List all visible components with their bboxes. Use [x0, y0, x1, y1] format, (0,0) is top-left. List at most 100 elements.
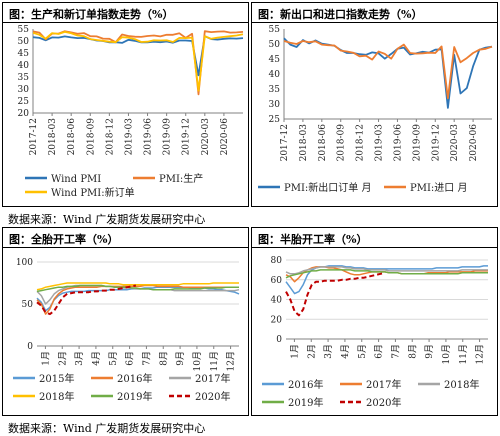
- series-line: [36, 282, 239, 291]
- series-line: [285, 269, 488, 279]
- series-line: [32, 30, 244, 92]
- semi-steel-tire-panel: 图：半胎开工率（%） 0 20 40 60 80 1月 2月 3月 4月 5月 6月 7月 8月 9月 10…: [251, 227, 498, 416]
- series-line: [285, 271, 386, 317]
- legend-label: 2018年: [39, 390, 74, 403]
- x-tick-label: 8月: [158, 351, 169, 366]
- y-tick-label: 35: [18, 73, 30, 83]
- x-tick-label: 2019-12: [431, 124, 441, 161]
- y-tick-label: 100: [16, 258, 33, 268]
- title-divider: [3, 22, 248, 23]
- x-tick-label: 1月: [289, 344, 300, 359]
- legend-label: PMI:生产: [159, 172, 203, 185]
- semi-steel-tire-chart: 0 20 40 60 80 1月 2月 3月 4月 5月 6月 7月 8月 9月 10月 11月 12月 2016…: [262, 256, 488, 409]
- chart-title: 图：半胎开工率（%）: [258, 233, 368, 246]
- x-tick-label: 1月: [40, 351, 51, 366]
- series-group: [285, 265, 488, 317]
- legend-label: PMI:进口 月: [410, 182, 467, 194]
- production-orders-chart: 20 25 30 35 40 45 50 55 2017-12 2018-03 2018-06 201…: [18, 25, 244, 199]
- x-tick-label: 12月: [226, 351, 237, 371]
- legend-label: PMI:新出口订单 月: [284, 181, 371, 194]
- x-tick-label: 2018-06: [67, 118, 77, 156]
- x-tick-label: 12月: [475, 344, 486, 364]
- series-group: [32, 30, 244, 96]
- chart-title: 图：生产和新订单指数走势（%）: [9, 8, 174, 21]
- x-tick-label: 2018-09: [86, 118, 96, 156]
- y-tick-label: 25: [269, 115, 281, 125]
- x-tick-label: 2019-03: [375, 124, 385, 162]
- x-tick-label: 2019-09: [412, 124, 422, 162]
- all-steel-tire-chart: 0 50 100 1月 2月 3月 4月 5月 6月 7月 8月 9月 10月 11月 12月 2015年 20…: [13, 258, 240, 403]
- y-tick-label: 60: [271, 276, 283, 286]
- x-tick-label: 7月: [390, 344, 401, 359]
- title-divider: [252, 22, 497, 23]
- source-note-top: 数据来源：Wind 广发期货发展研究中心: [8, 213, 206, 226]
- series-group: [283, 37, 493, 109]
- production-orders-panel: 图：生产和新订单指数走势（%） 20 25 30 35 40 45 50 55 2017-12 2…: [2, 2, 249, 207]
- legend-label: 2019年: [288, 396, 323, 409]
- export-import-panel: 图：新出口和进口指数走势（%） 25 30 35 40 45 50 55 2017-12 201…: [251, 2, 498, 207]
- all-steel-tire-panel: 图：全胎开工率（%） 0 50 100 1月 2月 3月 4月 5月 6月 7月 8月 9月 10月 11…: [2, 227, 249, 416]
- axes: 20 25 30 35 40 45 50 55 2017-12 2018-03 2018-06 201…: [18, 25, 243, 155]
- series-line: [32, 35, 244, 77]
- x-tick-label: 11月: [209, 351, 220, 371]
- x-tick-label: 9月: [175, 351, 186, 366]
- x-tick-label: 2018-09: [337, 124, 347, 162]
- series-line: [283, 37, 493, 109]
- y-tick-label: 40: [269, 70, 281, 80]
- y-tick-label: 25: [18, 97, 30, 107]
- x-tick-label: 2020-03: [450, 124, 460, 162]
- title-divider: [3, 247, 248, 248]
- x-tick-label: 6月: [374, 344, 385, 359]
- x-tick-label: 5月: [108, 351, 119, 366]
- y-tick-label: 30: [269, 100, 281, 110]
- legend-label: 2018年: [444, 378, 479, 391]
- x-tick-label: 10月: [192, 351, 203, 371]
- axes: 25 30 35 40 45 50 55 2017-12 2018-03 2018-06 2018-…: [269, 25, 492, 161]
- x-tick-label: 2018-03: [48, 118, 58, 156]
- legend-label: 2017年: [366, 378, 401, 391]
- x-tick-label: 2月: [57, 351, 68, 366]
- legend-label: Wind PMI:新订单: [51, 186, 135, 199]
- y-tick-label: 0: [27, 342, 33, 352]
- y-tick-label: 80: [271, 256, 283, 266]
- legend-label: 2016年: [288, 378, 323, 391]
- x-tick-label: 6月: [125, 351, 136, 366]
- x-tick-label: 9月: [424, 344, 435, 359]
- title-divider: [252, 247, 497, 248]
- x-tick-label: 2019-06: [393, 124, 403, 162]
- legend-label: 2015年: [39, 372, 74, 385]
- series-line: [283, 40, 493, 100]
- source-note-bottom: 数据来源：Wind 广发期货发展研究中心: [8, 422, 206, 435]
- chart-title: 图：全胎开工率（%）: [9, 233, 119, 246]
- x-tick-label: 7月: [141, 351, 152, 366]
- x-tick-label: 2018-03: [299, 124, 309, 162]
- x-tick-label: 2018-06: [318, 124, 328, 162]
- y-tick-label: 50: [22, 300, 34, 310]
- x-tick-label: 3月: [74, 351, 85, 366]
- x-tick-label: 5月: [357, 344, 368, 359]
- y-tick-label: 45: [18, 49, 30, 59]
- x-tick-label: 10月: [441, 344, 452, 364]
- legend-label: Wind PMI: [51, 174, 101, 185]
- y-tick-label: 35: [269, 85, 281, 95]
- chart-title: 图：新出口和进口指数走势（%）: [258, 8, 423, 21]
- x-tick-label: 2019-09: [163, 118, 173, 156]
- legend: Wind PMI PMI:生产 Wind PMI:新订单: [25, 172, 203, 199]
- y-tick-label: 50: [18, 37, 30, 47]
- x-tick-label: 2017-12: [29, 118, 39, 155]
- y-tick-label: 50: [269, 40, 281, 50]
- x-tick-label: 2019-12: [182, 118, 192, 155]
- legend: PMI:新出口订单 月 PMI:进口 月: [258, 181, 467, 194]
- x-tick-label: 2019-06: [144, 118, 154, 156]
- x-tick-label: 11月: [458, 344, 469, 364]
- export-import-chart: 25 30 35 40 45 50 55 2017-12 2018-03 2018-06 2018-…: [258, 25, 493, 194]
- y-tick-label: 55: [269, 25, 281, 35]
- y-tick-label: 20: [18, 109, 30, 119]
- axes: 0 20 40 60 80 1月 2月 3月 4月 5月 6月 7月 8月 9月 10月 11月 12月: [271, 256, 488, 364]
- x-tick-label: 2月: [306, 344, 317, 359]
- x-tick-label: 3月: [323, 344, 334, 359]
- x-tick-label: 4月: [91, 351, 102, 366]
- x-tick-label: 8月: [407, 344, 418, 359]
- x-tick-label: 2020-06: [220, 118, 230, 156]
- legend-label: 2020年: [195, 390, 230, 403]
